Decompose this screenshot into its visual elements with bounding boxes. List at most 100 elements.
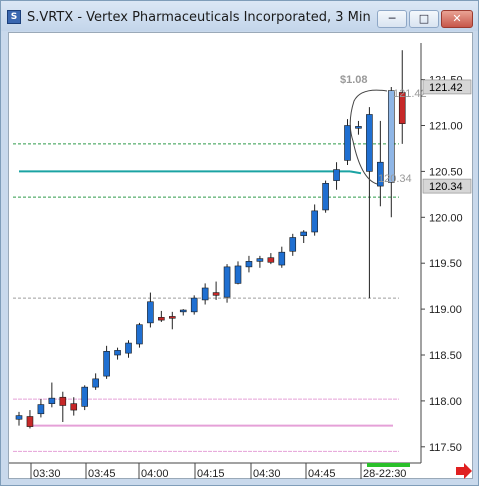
y-tick-label: 118.00 <box>429 396 462 408</box>
candle[interactable] <box>70 397 78 416</box>
candle-body <box>59 396 67 406</box>
candle[interactable] <box>234 261 242 285</box>
candle-body <box>81 386 88 407</box>
price-change-annotation: $1.08 <box>340 74 368 86</box>
candle-body <box>223 266 231 298</box>
candle[interactable] <box>398 50 406 144</box>
candle[interactable] <box>92 373 99 390</box>
price-tag: 121.42 <box>422 79 472 95</box>
maximize-button[interactable]: □ <box>409 10 439 28</box>
annotation-upper-price: 121.42 <box>393 88 427 100</box>
session-bar <box>367 463 410 467</box>
y-tick-label: 120.50 <box>429 166 463 178</box>
candle[interactable] <box>26 410 34 429</box>
candle-body <box>169 316 176 319</box>
candle[interactable] <box>15 411 23 426</box>
line-cyan-tail <box>349 170 362 175</box>
y-tick-label: 119.00 <box>429 304 462 316</box>
scroll-right-arrow-icon[interactable] <box>456 463 472 479</box>
candle-body <box>311 210 318 233</box>
candle[interactable] <box>289 233 297 256</box>
candle-body <box>366 114 373 172</box>
candle-body <box>26 416 34 427</box>
candle-body <box>267 257 275 263</box>
candle[interactable] <box>267 253 275 265</box>
x-tick-label: 04:15 <box>197 468 225 480</box>
candle[interactable] <box>377 120 384 207</box>
candle[interactable] <box>37 399 45 418</box>
candle[interactable] <box>333 162 340 190</box>
x-tick-label: 04:00 <box>141 468 169 480</box>
y-tick-label: 119.50 <box>429 258 462 270</box>
candle-body <box>387 90 395 183</box>
y-tick-label: 121.00 <box>429 121 463 133</box>
candle-body <box>92 378 99 388</box>
candle-body <box>322 183 329 211</box>
candle-body <box>201 287 209 301</box>
candle[interactable] <box>355 120 362 135</box>
candle[interactable] <box>256 255 264 268</box>
candle-body <box>158 317 165 321</box>
candle-body <box>289 237 297 252</box>
candle-body <box>344 125 351 161</box>
candle-body <box>103 351 110 377</box>
candle[interactable] <box>179 309 187 316</box>
candle[interactable] <box>201 283 209 305</box>
candle[interactable] <box>278 246 286 268</box>
y-tick-label: 120.00 <box>429 212 463 224</box>
candle[interactable] <box>158 310 165 322</box>
minimize-button[interactable]: ─ <box>377 10 407 28</box>
candle[interactable] <box>136 322 143 348</box>
y-tick-label: 117.50 <box>429 442 462 454</box>
candle-body <box>114 350 121 356</box>
svg-text:120.34: 120.34 <box>429 181 463 193</box>
x-tick-label: 04:30 <box>253 468 281 480</box>
candle-body <box>300 231 308 236</box>
candle-body <box>136 324 143 345</box>
candle-body <box>245 261 253 268</box>
selection-arc <box>349 89 388 185</box>
candle-body <box>355 126 362 129</box>
x-tick-label: 28-22:30 <box>363 468 406 480</box>
candle-body <box>278 251 286 266</box>
candle[interactable] <box>212 281 220 300</box>
window-title: S.VRTX - Vertex Pharmaceuticals Incorpor… <box>27 10 371 25</box>
candle[interactable] <box>103 345 110 379</box>
candle-body <box>256 258 264 262</box>
candle[interactable] <box>190 295 198 315</box>
x-tick-label: 03:45 <box>88 468 116 480</box>
candle[interactable] <box>366 107 373 299</box>
candle-body <box>15 415 23 420</box>
candle-body <box>212 292 220 296</box>
candle-body <box>70 403 78 411</box>
candle[interactable] <box>387 86 395 218</box>
annotation-lower-price: 120.34 <box>378 173 412 185</box>
candle-body <box>377 161 384 187</box>
candle-body <box>398 92 406 124</box>
candle[interactable] <box>147 292 154 328</box>
candle[interactable] <box>300 230 308 244</box>
candle-body <box>147 301 154 324</box>
candle[interactable] <box>344 119 351 165</box>
candle-body <box>37 404 45 415</box>
close-button[interactable]: ✕ <box>441 10 473 28</box>
x-tick-label: 03:30 <box>33 468 61 480</box>
candle-body <box>190 297 198 313</box>
candle[interactable] <box>125 340 132 358</box>
candle[interactable] <box>311 204 318 236</box>
candle[interactable] <box>322 180 329 213</box>
candle[interactable] <box>59 391 67 423</box>
candle[interactable] <box>81 385 88 411</box>
candle[interactable] <box>114 347 121 360</box>
candle[interactable] <box>223 264 231 303</box>
candle[interactable] <box>48 382 56 408</box>
candle-body <box>333 169 340 181</box>
candle-body <box>48 397 56 404</box>
y-tick-label: 118.50 <box>429 350 462 362</box>
candle[interactable] <box>245 255 253 273</box>
candle-body <box>125 342 132 354</box>
candle[interactable] <box>169 311 176 330</box>
title-bar[interactable]: S S.VRTX - Vertex Pharmaceuticals Incorp… <box>1 1 478 31</box>
